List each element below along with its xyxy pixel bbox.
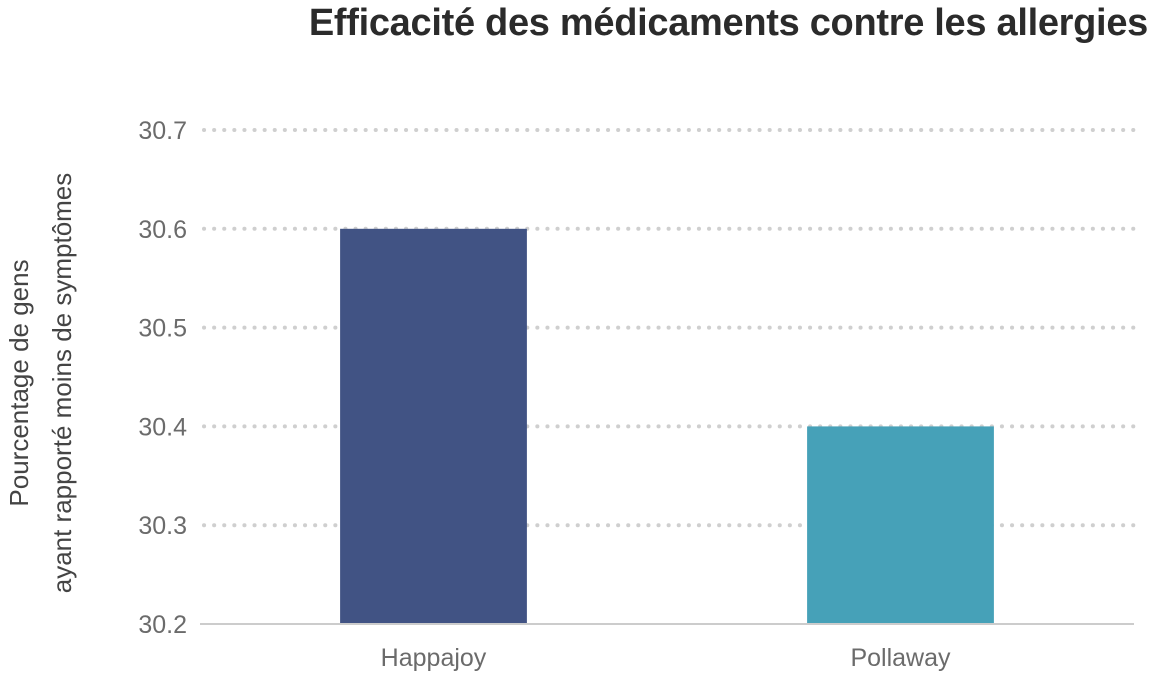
bar-happajoy xyxy=(340,228,527,625)
y-axis-label-line-2: ayant rapporté moins de symptômes xyxy=(47,173,77,594)
y-tick-label: 30.5 xyxy=(138,315,187,343)
y-tick-label: 30.4 xyxy=(138,413,187,441)
y-tick-labels: 30.2 30.3 30.4 30.5 30.6 30.7 xyxy=(138,117,187,639)
y-tick-label: 30.7 xyxy=(138,117,187,145)
chart-title: Efficacité des médicaments contre les al… xyxy=(308,2,1148,44)
y-tick-label: 30.2 xyxy=(138,611,187,639)
bars xyxy=(340,228,994,625)
y-tick-label: 30.3 xyxy=(138,512,187,540)
bar-pollaway xyxy=(807,426,994,624)
gridlines xyxy=(202,128,1136,528)
x-tick-label: Happajoy xyxy=(381,644,487,672)
y-tick-label: 30.6 xyxy=(138,216,187,244)
x-tick-labels: Happajoy Pollaway xyxy=(381,644,951,672)
x-tick-label: Pollaway xyxy=(850,644,951,672)
y-axis-label-line-1: Pourcentage de gens xyxy=(4,259,34,506)
